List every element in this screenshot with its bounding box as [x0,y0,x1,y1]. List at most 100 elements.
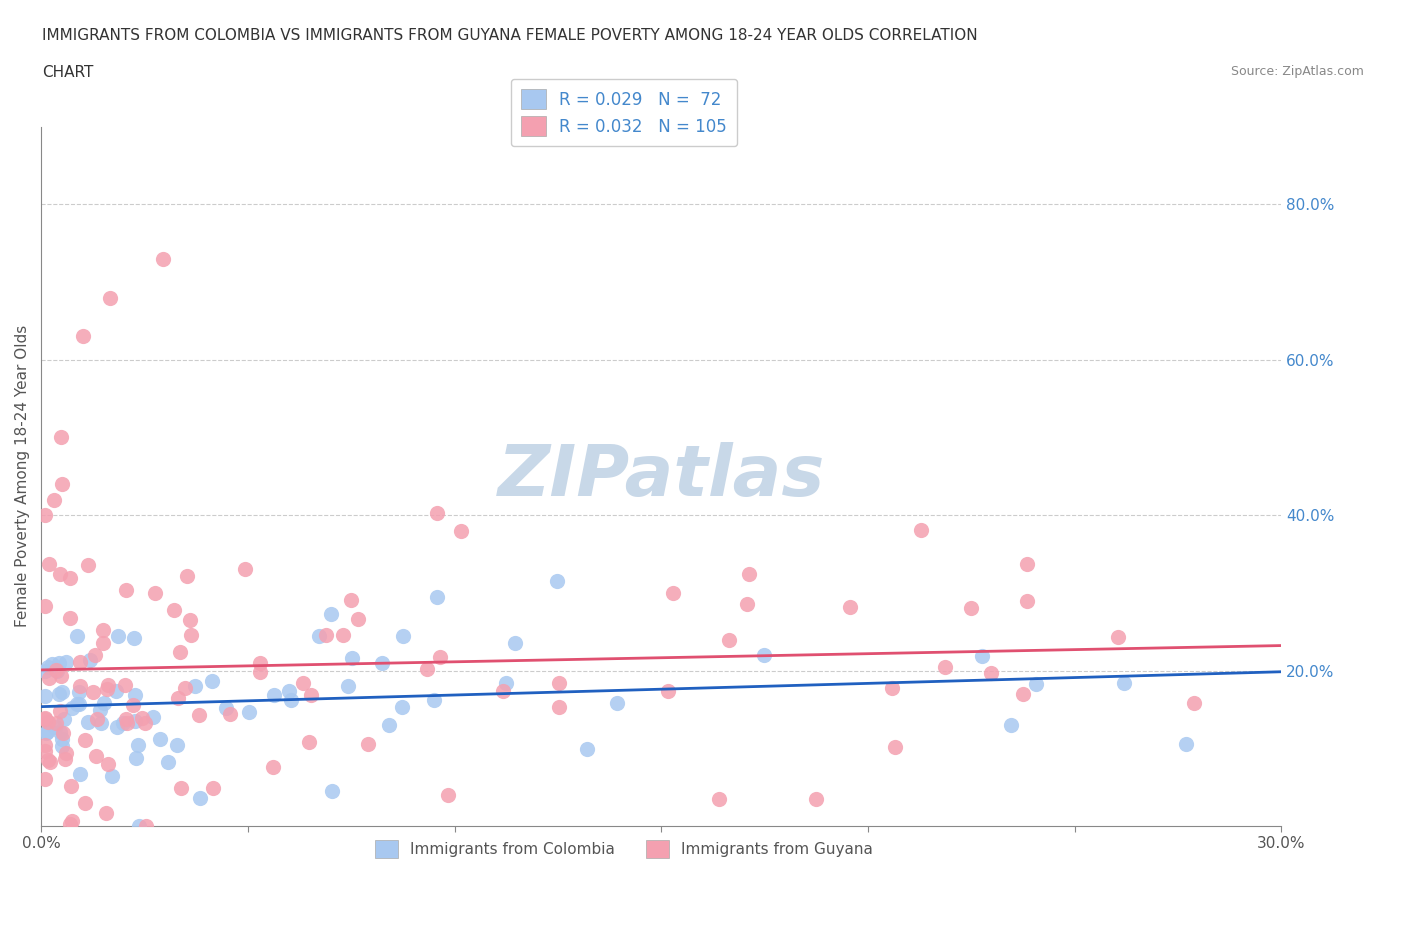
Point [321,784,343,799]
Point [606,696,628,711]
Point [72,329,94,344]
Point [93,696,115,711]
Point [235,562,257,577]
Point [392,629,415,644]
Point [169,644,191,659]
Y-axis label: Female Poverty Among 18-24 Year Olds: Female Poverty Among 18-24 Year Olds [15,326,30,628]
Point [547,675,569,690]
Point [49,566,72,581]
Point [125,751,148,766]
Point [980,665,1002,680]
Point [371,656,394,671]
Point [157,754,180,769]
Point [66,628,89,643]
Point [170,780,193,795]
Point [94,805,117,820]
Point [179,613,201,628]
Point [188,790,211,805]
Point [124,714,146,729]
Point [131,711,153,725]
Point [34,598,56,613]
Point [55,745,77,760]
Point [342,650,364,665]
Point [37,724,59,739]
Point [391,699,413,714]
Point [51,477,73,492]
Point [89,702,111,717]
Point [883,740,905,755]
Point [707,791,730,806]
Point [91,635,114,650]
Point [972,649,994,664]
Point [298,734,321,749]
Point [142,710,165,724]
Point [135,818,157,833]
Point [1114,676,1136,691]
Point [128,818,150,833]
Text: ZIPatlas: ZIPatlas [498,442,825,511]
Point [263,687,285,702]
Text: CHART: CHART [42,65,94,80]
Point [104,684,127,698]
Point [249,656,271,671]
Point [122,698,145,712]
Point [60,778,83,793]
Point [59,817,82,831]
Point [166,690,188,705]
Point [34,664,56,679]
Point [547,699,569,714]
Point [315,627,337,642]
Point [219,707,242,722]
Point [34,688,56,703]
Point [882,680,904,695]
Point [100,768,122,783]
Point [662,586,685,601]
Point [426,506,449,521]
Point [105,720,128,735]
Point [44,720,66,735]
Point [51,738,73,753]
Point [53,711,76,726]
Point [174,681,197,696]
Point [1025,676,1047,691]
Point [1175,737,1198,751]
Point [69,655,91,670]
Point [82,684,104,699]
Point [163,603,186,618]
Point [717,632,740,647]
Point [450,523,472,538]
Point [201,673,224,688]
Point [737,566,759,581]
Point [38,671,60,685]
Point [134,716,156,731]
Point [77,714,100,729]
Point [1000,718,1022,733]
Point [38,754,60,769]
Point [503,636,526,651]
Point [176,568,198,583]
Point [1015,557,1038,572]
Point [838,600,860,615]
Point [437,788,460,803]
Point [378,717,401,732]
Point [423,693,446,708]
Point [249,665,271,680]
Point [201,780,224,795]
Point [34,771,56,786]
Point [52,726,75,741]
Point [67,697,90,711]
Point [51,684,73,699]
Point [114,678,136,693]
Point [86,711,108,726]
Point [96,681,118,696]
Point [115,711,138,726]
Point [91,622,114,637]
Point [97,756,120,771]
Point [51,732,73,747]
Point [166,737,188,752]
Point [1011,686,1033,701]
Text: IMMIGRANTS FROM COLOMBIA VS IMMIGRANTS FROM GUYANA FEMALE POVERTY AMONG 18-24 YE: IMMIGRANTS FROM COLOMBIA VS IMMIGRANTS F… [42,28,977,43]
Point [49,703,72,718]
Point [122,631,145,645]
Point [576,741,599,756]
